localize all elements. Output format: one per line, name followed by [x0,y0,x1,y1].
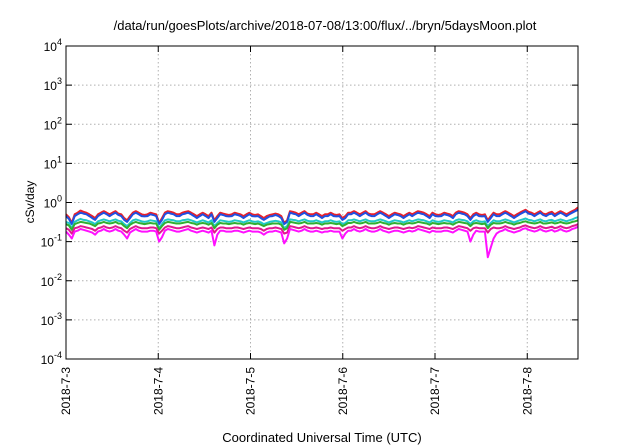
x-axis-ticks: 2018-7-3 2018-7-4 2018-7-5 2018-7-6 2018-7-7… [59,46,534,415]
y-tick-exponent: 2 [57,115,62,125]
y-tick-exponent: 0 [57,194,62,204]
y-tick-exponent: 4 [57,37,62,47]
y-tick-exponent: -1 [54,233,62,243]
series-line [65,223,579,235]
y-tick-label: 103 [44,76,62,93]
series-line [65,206,579,224]
y-tick-label: 104 [44,37,62,54]
y-tick-label: 10-1 [41,233,62,250]
y-tick-label: 10-2 [41,272,62,289]
y-tick-exponent: -4 [54,350,62,360]
series-line [65,208,579,226]
x-tick-label: 2018-7-4 [151,367,165,415]
grid-lines [66,46,578,359]
chart-title: /data/run/goesPlots/archive/2018-07-08/1… [114,18,537,33]
series-lines [65,206,579,259]
y-tick-label: 10-4 [41,350,62,367]
x-tick-label: 2018-7-7 [428,367,442,415]
x-axis-label: Coordinated Universal Time (UTC) [222,430,421,445]
x-tick-label: 2018-7-5 [244,367,258,415]
y-tick-exponent: -2 [54,272,62,282]
y-axis-label: cSv/day [23,181,37,224]
y-tick-exponent: 3 [57,76,62,86]
series-line [65,219,579,231]
series-line [65,225,579,259]
y-tick-label: 10-3 [41,311,62,328]
y-tick-label: 100 [44,194,62,211]
series-line [65,216,579,230]
y-tick-label: 101 [44,154,62,171]
y-tick-exponent: 1 [57,154,62,164]
y-tick-label: 102 [44,115,62,132]
x-tick-label: 2018-7-8 [520,367,534,415]
x-tick-label: 2018-7-3 [59,367,73,415]
y-tick-exponent: -3 [54,311,62,321]
x-tick-label: 2018-7-6 [336,367,350,415]
